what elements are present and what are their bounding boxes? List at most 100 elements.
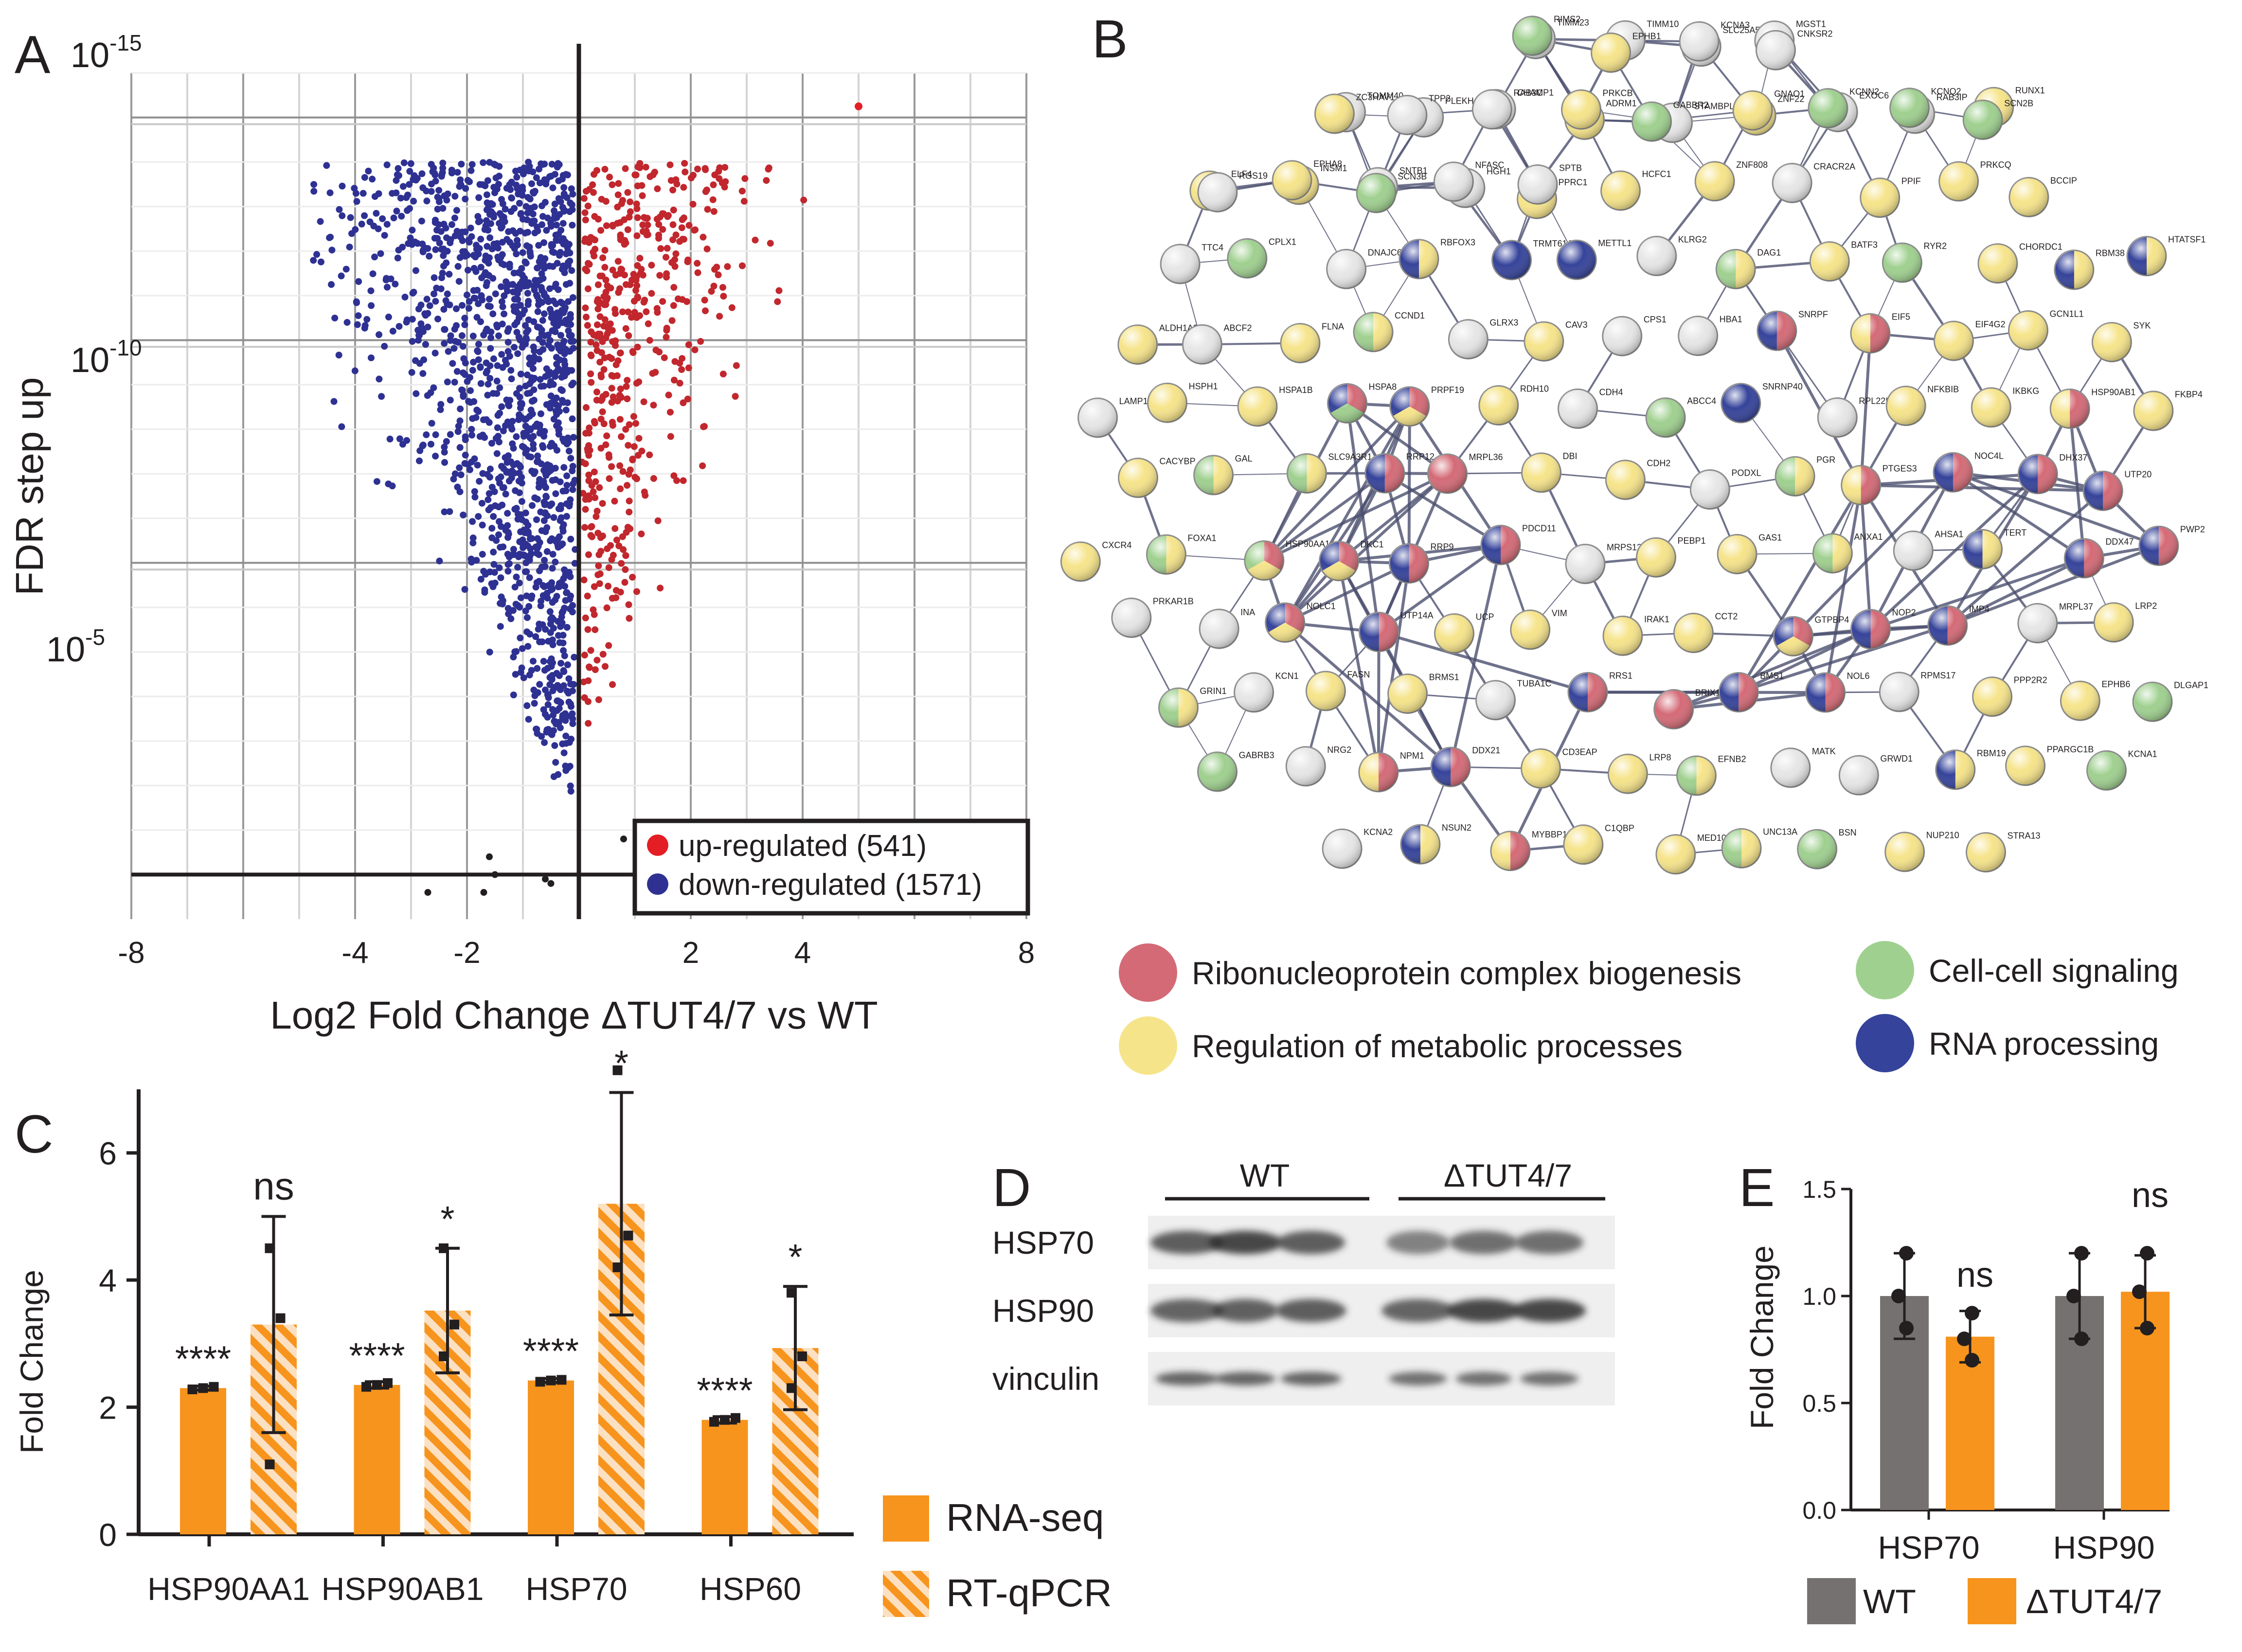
network-node-label: TERT [2004,528,2027,537]
volcano-point-down [330,398,338,405]
network-node-label: NOLC1 [1307,601,1336,611]
volcano-point-down [531,347,538,355]
volcano-point-down [447,431,454,438]
network-edge [1946,490,2104,627]
network-node-label: FLNA [1322,322,1344,332]
network-node-shine [1810,242,1849,281]
volcano-point-down [538,330,545,337]
volcano-point-up [592,494,599,501]
network-node-shine [1928,606,1967,645]
network-node-shine [1476,680,1515,720]
volcano-point-down [565,327,572,335]
c-data-point [372,1380,382,1390]
network-node-label: MGST1 [1796,19,1826,29]
legend-wt-swatch [1807,1578,1856,1624]
volcano-point-down [531,468,538,476]
network-edge [1947,544,2159,627]
volcano-point-down [456,417,464,425]
volcano-point-down [556,319,563,326]
volcano-point-down [440,306,448,313]
network-node-label: CPS1 [1644,315,1667,324]
network-node-label: TPP2 [1429,94,1451,104]
volcano-point-down [484,177,491,184]
volcano-point-down [559,341,566,348]
volcano-point-down [456,254,464,261]
network-node: RBM19 [1935,748,2006,790]
volcano-point-down [526,535,534,543]
volcano-point-down [407,160,414,167]
network-node-label: C1QBP [1605,823,1634,833]
volcano-point-down [393,208,400,215]
network-node: HSPA1B [1237,385,1313,427]
volcano-point-down [506,264,513,271]
volcano-point-down [501,292,508,300]
volcano-point-up [631,309,638,316]
volcano-point-down [457,233,464,241]
volcano-point-up [607,284,614,292]
volcano-point-down [568,185,575,193]
volcano-point-down [489,390,497,397]
volcano-point-down [481,586,488,593]
volcano-point-down [375,190,382,197]
network-node: HSPA8 [1327,382,1397,424]
volcano-point-down [551,200,558,208]
volcano-point-down [549,242,556,249]
network-node-label: IRAK1 [1644,614,1669,624]
volcano-point-up [581,694,588,701]
volcano-point-down [554,341,561,349]
network-edge [1284,472,1449,624]
network-node: MED10 [1655,833,1726,875]
volcano-point-down [424,323,431,331]
network-node: RBM38 [2054,249,2125,290]
legend-qpcr-swatch [883,1571,929,1617]
network-node-shine [1479,386,1518,425]
network-node-shine [2083,471,2123,511]
volcano-point-down [545,726,552,733]
volcano-point-down [468,458,475,465]
panel-c-barchart: C Fold Change 0246HSP90AA1****nsHSP90AB1… [14,1043,1112,1617]
network-node-label: GRIN1 [1200,686,1227,696]
network-node-shine [1818,398,1857,437]
network-node-label: CPLX1 [1269,237,1296,247]
network-node-shine [1566,544,1605,584]
volcano-point-down [497,544,504,551]
blot-band [1150,1299,1223,1322]
volcano-point-up [633,232,641,239]
volcano-point-up [685,341,692,348]
network-node: GCN1L1 [2008,309,2084,351]
volcano-point-down [518,480,525,487]
volcano-point-up [588,523,595,530]
panel-e-barchart: E Fold Change 0.00.51.01.5HSP70nsHSP90ns… [1739,1158,2170,1624]
network-node: FLNA [1280,322,1344,364]
volcano-point-up [722,178,729,185]
network-node: HSP90AA1 [1244,539,1330,581]
network-node-shine [2009,178,2048,217]
network-node-label: FOXA1 [1188,533,1217,543]
volcano-point-down [552,720,559,728]
legend-meta-label: Regulation of metabolic processes [1192,1028,1683,1064]
volcano-point-down [310,188,318,195]
volcano-point-down [563,589,571,596]
volcano-point-down [363,316,371,323]
network-node-shine [1490,831,1530,870]
volcano-point-up [691,346,699,354]
panel-c-label: C [15,1104,53,1164]
volcano-point-down [560,240,567,248]
volcano-point-down [335,352,342,359]
network-node: BRIX1 [1653,688,1721,729]
network-node: HTATSF1 [2126,235,2206,277]
volcano-point-down [539,592,547,599]
network-node-shine [1389,544,1429,583]
volcano-point-down [381,231,388,239]
volcano-point-up [663,253,670,261]
volcano-point-up [673,180,681,188]
volcano-point-up [599,651,607,658]
volcano-point-down [536,336,543,343]
volcano-point-down [549,706,556,713]
network-node: GTPBP4 [1773,615,1849,657]
volcano-point-up [663,327,670,334]
volcano-point-down [471,488,478,495]
volcano-point-down [531,494,538,501]
volcano-point-up [612,594,620,602]
volcano-point-up [728,304,735,311]
